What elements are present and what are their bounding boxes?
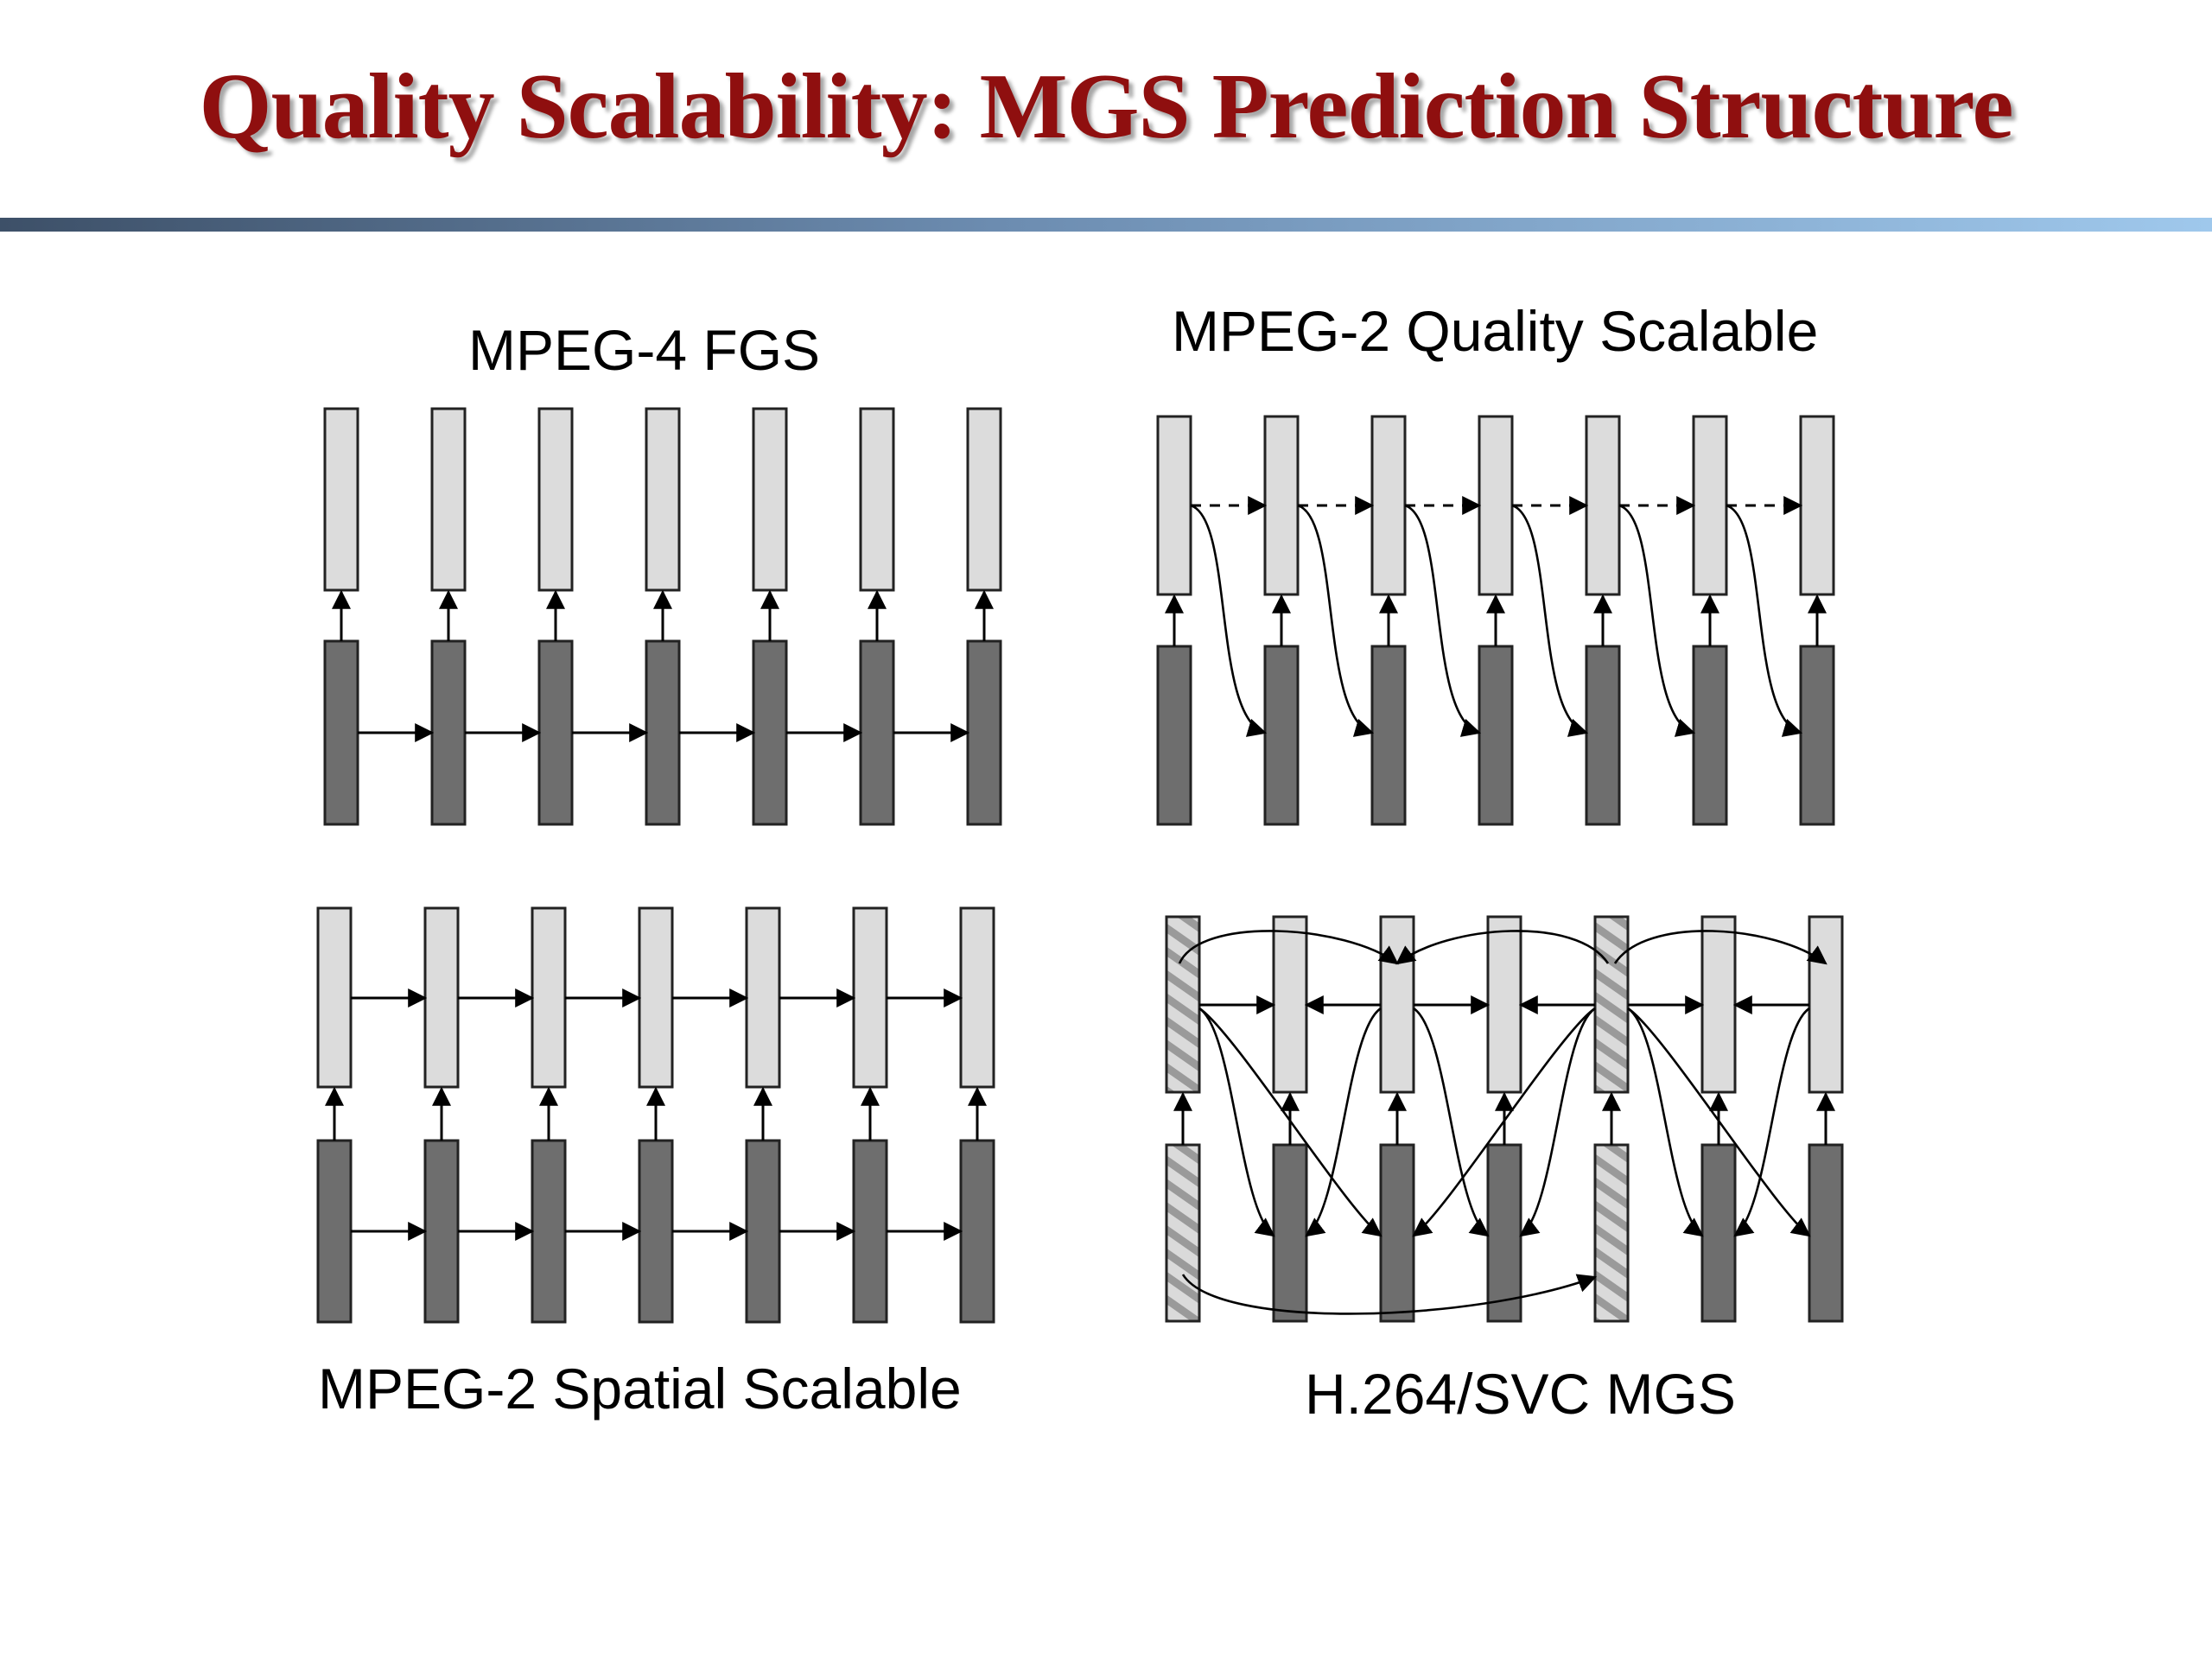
mpeg2q-base-frame xyxy=(1370,645,1407,826)
spatial-enhancement-frame xyxy=(745,906,781,1089)
mgs-enhancement-frame xyxy=(1379,915,1415,1094)
mgs-cross-layer-curve xyxy=(1305,1007,1382,1237)
spatial-enhancement-frame xyxy=(531,906,567,1089)
mpeg2q-cross-layer-curve xyxy=(1404,504,1482,737)
spatial-base-frame xyxy=(959,1139,995,1324)
mgs-cross-layer-curve xyxy=(1412,1007,1596,1237)
mgs-enhancement-frame xyxy=(1808,915,1844,1094)
mgs-top-arc xyxy=(1613,930,1827,965)
fgs-base-frame xyxy=(966,639,1002,826)
mpeg2q-base-frame xyxy=(1478,645,1514,826)
mgs-base-frame xyxy=(1808,1143,1844,1323)
fgs-enhancement-frame xyxy=(430,407,467,592)
mpeg2q-base-frame xyxy=(1692,645,1728,826)
mpeg2q-cross-layer-curve xyxy=(1618,504,1696,737)
fgs-enhancement-frame xyxy=(537,407,574,592)
mpeg2q-base-frame xyxy=(1156,645,1192,826)
spatial-enhancement-frame xyxy=(638,906,674,1089)
mpeg2q-enhancement-frame xyxy=(1263,415,1300,596)
mgs-cross-layer-curve xyxy=(1519,1007,1596,1237)
spatial-base-frame xyxy=(531,1139,567,1324)
spatial-base-frame xyxy=(745,1139,781,1324)
mpeg2q-enhancement-frame xyxy=(1478,415,1514,596)
mgs-key-base-frame xyxy=(1165,1143,1201,1323)
fgs-base-frame xyxy=(859,639,895,826)
spatial-base-frame xyxy=(423,1139,460,1324)
spatial-base-frame xyxy=(852,1139,888,1324)
spatial-enhancement-frame xyxy=(959,906,995,1089)
spatial-enhancement-frame xyxy=(852,906,888,1089)
mgs-base-frame xyxy=(1486,1143,1522,1323)
label-mpeg2-quality: MPEG-2 Quality Scalable xyxy=(1172,299,1819,363)
mpeg2q-enhancement-frame xyxy=(1692,415,1728,596)
mgs-cross-layer-curve xyxy=(1733,1007,1810,1237)
mgs-key-enhancement-frame xyxy=(1165,915,1201,1094)
mgs-base-frame xyxy=(1379,1143,1415,1323)
mpeg2q-base-frame xyxy=(1263,645,1300,826)
mgs-cross-layer-curve xyxy=(1627,1007,1704,1237)
mgs-key-base-frame xyxy=(1593,1143,1630,1323)
mgs-enhancement-frame xyxy=(1700,915,1737,1094)
fgs-base-frame xyxy=(645,639,681,826)
mgs-enhancement-frame xyxy=(1486,915,1522,1094)
label-h264-svc-mgs: H.264/SVC MGS xyxy=(1305,1362,1736,1426)
fgs-enhancement-frame xyxy=(323,407,359,592)
mpeg2q-cross-layer-curve xyxy=(1297,504,1375,737)
spatial-base-frame xyxy=(316,1139,353,1324)
mpeg2q-base-frame xyxy=(1585,645,1621,826)
mpeg2q-enhancement-frame xyxy=(1370,415,1407,596)
fgs-base-frame xyxy=(537,639,574,826)
mgs-cross-layer-curve xyxy=(1198,1007,1382,1237)
fgs-enhancement-frame xyxy=(645,407,681,592)
spatial-enhancement-frame xyxy=(316,906,353,1089)
mgs-cross-layer-curve xyxy=(1198,1007,1275,1237)
fgs-base-frame xyxy=(323,639,359,826)
mgs-cross-layer-curve xyxy=(1413,1007,1490,1237)
mpeg2q-enhancement-frame xyxy=(1585,415,1621,596)
spatial-enhancement-frame xyxy=(423,906,460,1089)
fgs-enhancement-frame xyxy=(966,407,1002,592)
mpeg2q-cross-layer-curve xyxy=(1511,504,1589,737)
fgs-enhancement-frame xyxy=(752,407,788,592)
label-mpeg4-fgs: MPEG-4 FGS xyxy=(468,318,821,382)
mgs-enhancement-frame xyxy=(1272,915,1308,1094)
mgs-base-frame xyxy=(1700,1143,1737,1323)
title-divider xyxy=(0,218,2212,232)
label-mpeg2-spatial: MPEG-2 Spatial Scalable xyxy=(318,1357,962,1421)
mgs-key-enhancement-frame xyxy=(1593,915,1630,1094)
fgs-base-frame xyxy=(430,639,467,826)
mgs-cross-layer-curve xyxy=(1627,1007,1811,1237)
mpeg2q-enhancement-frame xyxy=(1799,415,1835,596)
fgs-enhancement-frame xyxy=(859,407,895,592)
mpeg2q-cross-layer-curve xyxy=(1726,504,1803,737)
spatial-base-frame xyxy=(638,1139,674,1324)
mgs-top-arc xyxy=(1395,930,1610,965)
slide-title: Quality Scalability: MGS Prediction Stru… xyxy=(199,55,2014,158)
mgs-key-base-arc xyxy=(1181,1274,1598,1315)
mpeg2q-cross-layer-curve xyxy=(1190,504,1268,737)
fgs-base-frame xyxy=(752,639,788,826)
mpeg2q-base-frame xyxy=(1799,645,1835,826)
mgs-base-frame xyxy=(1272,1143,1308,1323)
mpeg2q-enhancement-frame xyxy=(1156,415,1192,596)
mgs-top-arc xyxy=(1178,930,1399,965)
